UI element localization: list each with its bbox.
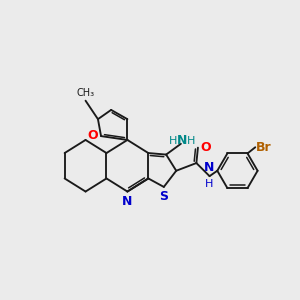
Text: H: H [206, 179, 214, 189]
Text: O: O [87, 129, 98, 142]
Text: O: O [200, 141, 211, 154]
Text: CH₃: CH₃ [76, 88, 94, 98]
Text: N: N [122, 195, 133, 208]
Text: H: H [169, 136, 177, 146]
Text: S: S [159, 190, 168, 203]
Text: Br: Br [256, 141, 272, 154]
Text: H: H [187, 136, 196, 146]
Text: N: N [204, 161, 215, 174]
Text: N: N [176, 134, 187, 147]
